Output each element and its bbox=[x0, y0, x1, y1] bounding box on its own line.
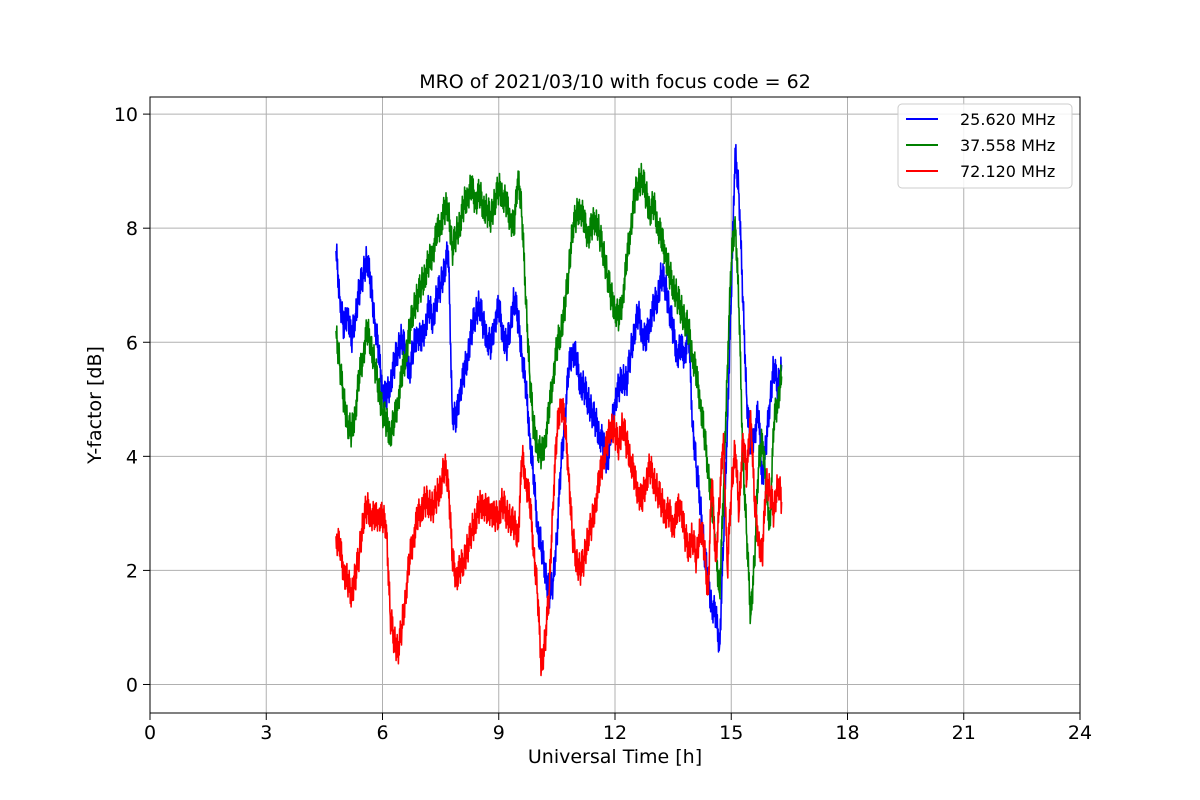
x-tick-label: 24 bbox=[1068, 722, 1092, 744]
x-tick-label: 0 bbox=[144, 722, 156, 744]
x-tick-label: 12 bbox=[603, 722, 627, 744]
y-tick-label: 0 bbox=[126, 674, 138, 696]
legend-label: 72.120 MHz bbox=[960, 162, 1055, 181]
x-tick-label: 9 bbox=[493, 722, 505, 744]
y-tick-label: 6 bbox=[126, 332, 138, 354]
x-tick-label: 3 bbox=[260, 722, 272, 744]
x-tick-label: 15 bbox=[719, 722, 743, 744]
y-tick-label: 10 bbox=[114, 104, 138, 126]
x-tick-label: 18 bbox=[835, 722, 859, 744]
series-line-3 bbox=[335, 397, 783, 677]
legend-label: 25.620 MHz bbox=[960, 110, 1055, 129]
x-tick-label: 21 bbox=[952, 722, 976, 744]
series-lines bbox=[335, 143, 783, 677]
legend-label: 37.558 MHz bbox=[960, 136, 1055, 155]
series-line-2 bbox=[335, 162, 783, 625]
x-tick-label: 6 bbox=[376, 722, 388, 744]
chart-title: MRO of 2021/03/10 with focus code = 62 bbox=[419, 71, 811, 93]
y-axis-title: Y-factor [dB] bbox=[84, 346, 106, 465]
x-axis-title: Universal Time [h] bbox=[528, 746, 702, 768]
y-tick-label: 8 bbox=[126, 218, 138, 240]
y-tick-label: 2 bbox=[126, 560, 138, 582]
legend-box bbox=[897, 103, 1073, 189]
y-tick-label: 4 bbox=[126, 446, 138, 468]
legend: 25.620 MHz 37.558 MHz 72.120 MHz bbox=[897, 103, 1073, 189]
